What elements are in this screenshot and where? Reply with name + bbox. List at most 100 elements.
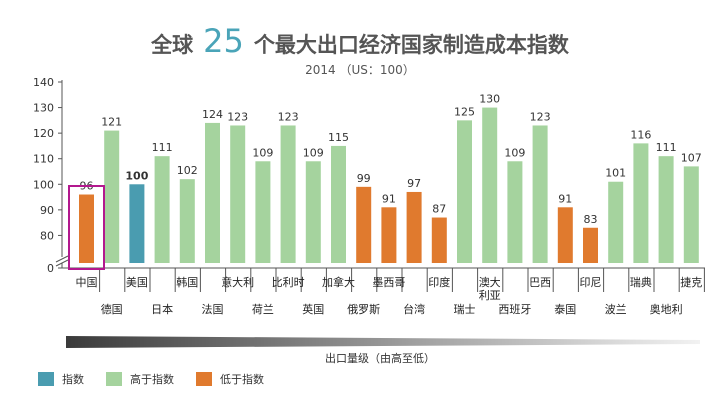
title-suffix: 个最大出口经济国家制造成本指数 xyxy=(253,33,569,57)
bar-value-label: 97 xyxy=(407,177,421,190)
y-tick-label: 0 xyxy=(47,262,54,275)
bar-value-label: 100 xyxy=(125,169,148,182)
category-label: 德国 xyxy=(101,302,123,316)
axis-break-mark xyxy=(55,255,69,263)
category-label: 台湾 xyxy=(403,302,425,316)
bar-value-label: 101 xyxy=(605,167,626,180)
bar-value-label: 123 xyxy=(530,110,551,123)
title-prefix: 全球 xyxy=(151,33,194,57)
bar-法国 xyxy=(205,122,220,264)
category-label: 英国 xyxy=(302,302,324,316)
bar-value-label: 116 xyxy=(630,128,651,141)
category-label: 瑞典 xyxy=(630,275,652,289)
y-tick-label: 130 xyxy=(33,102,54,115)
bar-西班牙 xyxy=(507,161,523,263)
bar-value-label: 109 xyxy=(504,146,525,159)
y-tick-label: 100 xyxy=(33,178,54,191)
y-tick-label: 80 xyxy=(40,229,54,242)
bar-value-label: 83 xyxy=(584,213,598,226)
bar-墨西哥 xyxy=(381,207,397,263)
category-label: 印度 xyxy=(428,275,450,289)
bar-英国 xyxy=(305,161,321,263)
highlight-box xyxy=(68,185,105,270)
bar-台湾 xyxy=(406,191,422,263)
chart-subtitle: 2014 （US：100） xyxy=(305,63,415,77)
bar-value-label: 123 xyxy=(278,110,299,123)
category-label: 法国 xyxy=(202,302,224,316)
category-label: 捷克 xyxy=(680,275,702,289)
bar-value-label: 109 xyxy=(303,146,324,159)
legend-item-above: 高于指数 xyxy=(106,371,174,387)
category-label: 美国 xyxy=(126,276,148,289)
bar-value-label: 111 xyxy=(656,141,677,154)
bar-印尼 xyxy=(583,227,598,263)
bar-俄罗斯 xyxy=(356,186,372,263)
legend: 指数 高于指数 低于指数 xyxy=(38,371,286,387)
export-volume-wedge xyxy=(66,336,700,348)
category-label: 中国 xyxy=(76,276,98,289)
legend-swatch-index xyxy=(38,372,54,386)
bar-泰国 xyxy=(557,207,573,263)
category-label: 比利时 xyxy=(272,276,305,289)
category-label: 利亚 xyxy=(479,289,501,302)
bar-value-label: 121 xyxy=(101,116,122,129)
bar-中国 xyxy=(79,194,94,263)
category-label: 西班牙 xyxy=(498,303,531,316)
category-label: 奥地利 xyxy=(650,302,683,316)
bar-瑞士 xyxy=(457,120,472,263)
category-label: 泰国 xyxy=(554,302,576,316)
category-label: 韩国 xyxy=(176,275,198,289)
bar-value-label: 99 xyxy=(357,172,371,185)
legend-item-below: 低于指数 xyxy=(196,371,264,387)
category-label: 意大利 xyxy=(221,275,254,289)
category-label: 加拿大 xyxy=(322,275,355,289)
category-label: 瑞士 xyxy=(454,302,476,316)
bar-瑞典 xyxy=(633,143,649,263)
x-axis-caption: 出口量级（由高至低） xyxy=(325,352,435,365)
bar-value-label: 123 xyxy=(227,110,248,123)
bar-荷兰 xyxy=(255,161,271,263)
bar-value-label: 107 xyxy=(681,151,702,164)
legend-item-index: 指数 xyxy=(38,371,84,387)
bar-value-label: 91 xyxy=(558,192,572,205)
legend-swatch-above xyxy=(106,372,122,386)
bar-value-label: 124 xyxy=(202,108,223,121)
bar-美国 xyxy=(129,184,145,263)
bar-印度 xyxy=(431,217,447,263)
bar-value-label: 109 xyxy=(252,146,273,159)
bar-value-label: 130 xyxy=(479,93,500,106)
legend-label-above: 高于指数 xyxy=(130,373,174,386)
bar-value-label: 115 xyxy=(328,131,349,144)
bar-韩国 xyxy=(179,179,195,263)
category-label: 印尼 xyxy=(580,276,602,289)
title-number: 25 xyxy=(203,22,244,60)
category-label: 澳大 xyxy=(479,275,501,289)
y-tick-label: 110 xyxy=(33,153,54,166)
legend-label-index: 指数 xyxy=(62,373,84,386)
y-tick-label: 140 xyxy=(33,76,54,89)
bar-value-label: 111 xyxy=(152,141,173,154)
axis-break-mark xyxy=(55,259,69,267)
bar-value-label: 91 xyxy=(382,192,396,205)
bar-value-label: 102 xyxy=(177,164,198,177)
axis-break-gap xyxy=(56,257,68,263)
bar-日本 xyxy=(154,156,170,263)
bar-value-label: 87 xyxy=(432,203,446,216)
bar-加拿大 xyxy=(331,145,346,263)
bar-巴西 xyxy=(532,125,548,263)
category-label: 荷兰 xyxy=(252,303,274,316)
bar-波兰 xyxy=(608,181,624,263)
category-label: 巴西 xyxy=(529,276,551,289)
bar-德国 xyxy=(104,130,120,263)
bar-奥地利 xyxy=(658,156,674,263)
category-label: 俄罗斯 xyxy=(347,303,380,316)
category-label: 波兰 xyxy=(605,303,627,316)
bar-捷克 xyxy=(683,166,699,263)
bar-澳大利亚 xyxy=(482,107,498,263)
chart-title: 全球 25 个最大出口经济国家制造成本指数 xyxy=(0,22,720,60)
bar-value-label: 125 xyxy=(454,105,475,118)
y-tick-label: 90 xyxy=(40,204,54,217)
legend-label-below: 低于指数 xyxy=(220,373,264,386)
y-tick-label: 120 xyxy=(33,127,54,140)
